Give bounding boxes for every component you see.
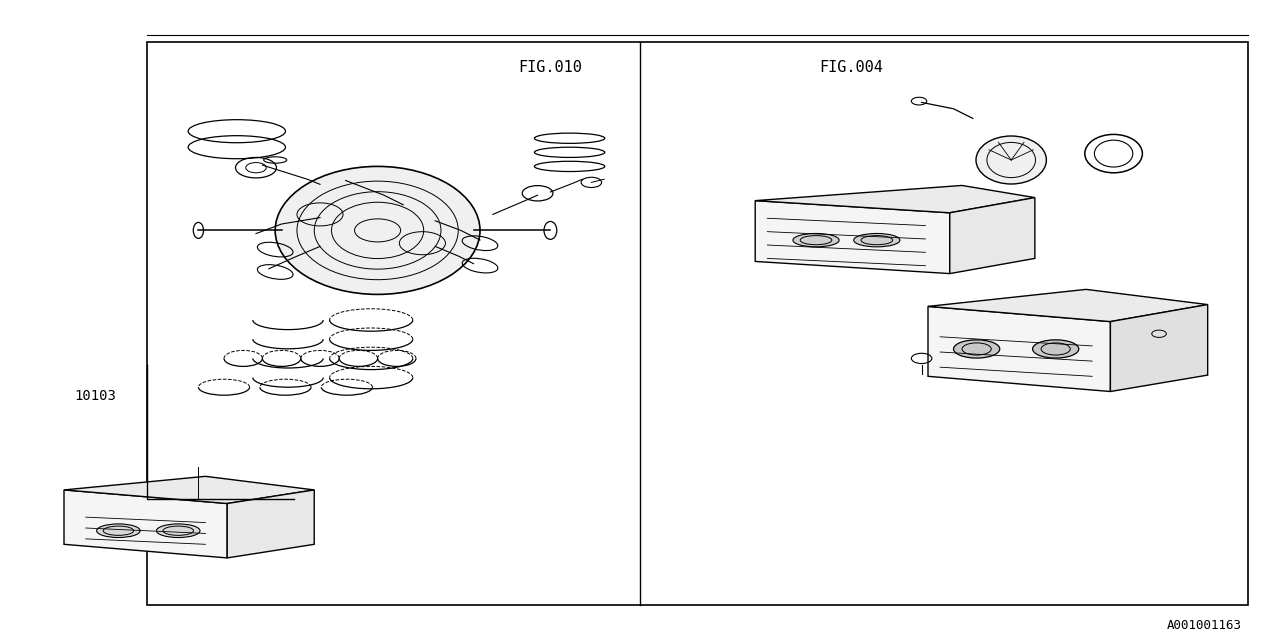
Text: A001001163: A001001163 — [1166, 620, 1242, 632]
Ellipse shape — [854, 234, 900, 247]
Ellipse shape — [792, 234, 840, 247]
Polygon shape — [928, 307, 1110, 392]
Ellipse shape — [275, 166, 480, 294]
Polygon shape — [1110, 305, 1208, 392]
Polygon shape — [64, 490, 228, 558]
Ellipse shape — [977, 136, 1047, 184]
Text: FIG.010: FIG.010 — [518, 60, 582, 75]
Polygon shape — [928, 289, 1208, 322]
Ellipse shape — [97, 524, 141, 538]
Polygon shape — [64, 476, 315, 504]
Ellipse shape — [1033, 340, 1079, 358]
Text: FIG.004: FIG.004 — [819, 60, 883, 75]
Polygon shape — [755, 201, 950, 274]
Polygon shape — [950, 198, 1036, 274]
Ellipse shape — [954, 340, 1000, 358]
Ellipse shape — [156, 524, 200, 538]
Bar — [147, 42, 1248, 605]
Polygon shape — [228, 490, 315, 558]
Polygon shape — [755, 186, 1036, 212]
Text: 10103: 10103 — [74, 389, 116, 403]
